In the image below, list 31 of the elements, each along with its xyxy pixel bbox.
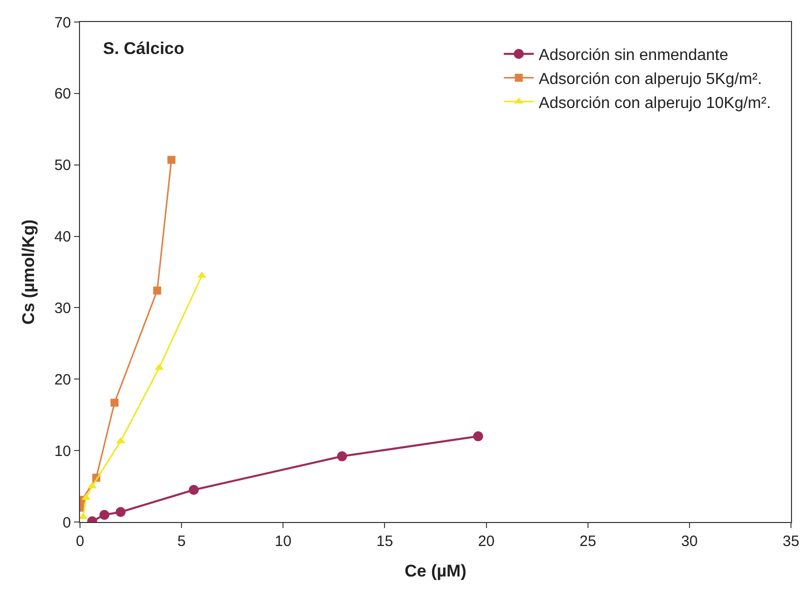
point [99, 510, 110, 520]
legend-label: Adsorción con alperujo 5Kg/m². [538, 70, 762, 88]
legend-label: Adsorción sin enmendante [538, 47, 728, 64]
x-tick-label: 35 [782, 533, 800, 550]
x-tick-label: 25 [580, 533, 596, 550]
point [153, 286, 162, 295]
point [116, 507, 126, 517]
y-axis-title: Cs (µmol/Kg) [18, 219, 38, 325]
x-tick-label: 15 [376, 533, 394, 550]
point [188, 484, 199, 495]
y-tick-label: 60 [54, 86, 71, 103]
point [167, 156, 176, 164]
x-tick-label: 30 [681, 533, 698, 550]
x-tick-label: 0 [76, 533, 84, 550]
x-axis-title: Ce (µM) [404, 561, 466, 580]
y-tick-label: 40 [54, 228, 71, 246]
point [110, 398, 119, 407]
point [473, 431, 484, 442]
x-tick-label: 20 [478, 533, 495, 550]
y-tick-label: 20 [54, 371, 71, 388]
y-tick-label: 70 [54, 14, 71, 32]
y-tick-label: 50 [54, 157, 71, 174]
legend-label: Adsorción con alperujo 10Kg/m². [538, 94, 771, 112]
x-tick-label: 10 [274, 533, 292, 550]
y-tick-label: 0 [62, 514, 71, 532]
point [337, 451, 348, 462]
y-tick-label: 30 [54, 300, 71, 317]
annotation: S. Cálcico [103, 39, 184, 58]
y-tick-label: 10 [54, 442, 71, 460]
point [80, 513, 88, 519]
x-tick-label: 5 [177, 533, 186, 550]
